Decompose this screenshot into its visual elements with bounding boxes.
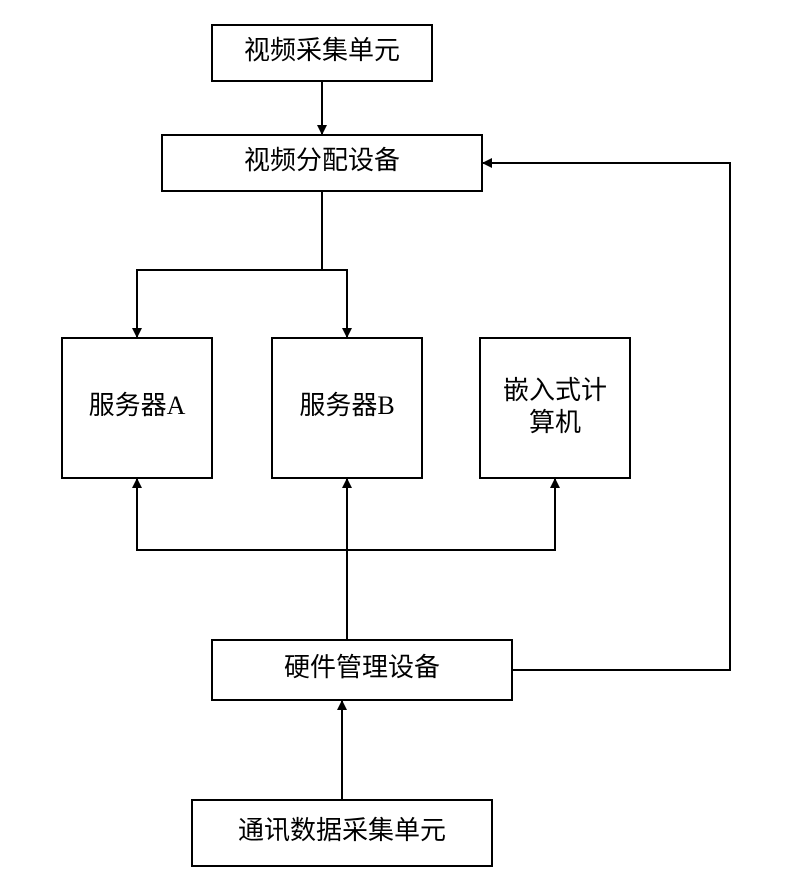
video-capture-unit-box: 视频采集单元 (212, 25, 432, 81)
embedded-computer-label-line1: 嵌入式计 (503, 376, 607, 405)
server-b-box: 服务器B (272, 338, 422, 478)
comm-data-capture-box: 通讯数据采集单元 (192, 800, 492, 866)
arrow-hw-to-server-a (137, 478, 347, 550)
server-a-label: 服务器A (89, 391, 186, 420)
hardware-management-label: 硬件管理设备 (284, 653, 440, 682)
comm-data-capture-label: 通讯数据采集单元 (238, 816, 446, 845)
video-distribution-label: 视频分配设备 (244, 146, 400, 175)
arrow-hw-to-embedded (347, 478, 555, 550)
video-capture-unit-label: 视频采集单元 (244, 36, 400, 65)
embedded-computer-box: 嵌入式计 算机 (480, 338, 630, 478)
arrow-dist-to-server-b (322, 270, 347, 338)
flowchart-svg: 视频采集单元 视频分配设备 服务器A 服务器B 嵌入式计 算机 硬件管理设备 通… (0, 0, 800, 891)
arrow-dist-to-server-a (137, 270, 322, 338)
embedded-computer-label-line2: 算机 (529, 408, 581, 437)
server-b-label: 服务器B (299, 391, 394, 420)
hardware-management-box: 硬件管理设备 (212, 640, 512, 700)
video-distribution-box: 视频分配设备 (162, 135, 482, 191)
server-a-box: 服务器A (62, 338, 212, 478)
